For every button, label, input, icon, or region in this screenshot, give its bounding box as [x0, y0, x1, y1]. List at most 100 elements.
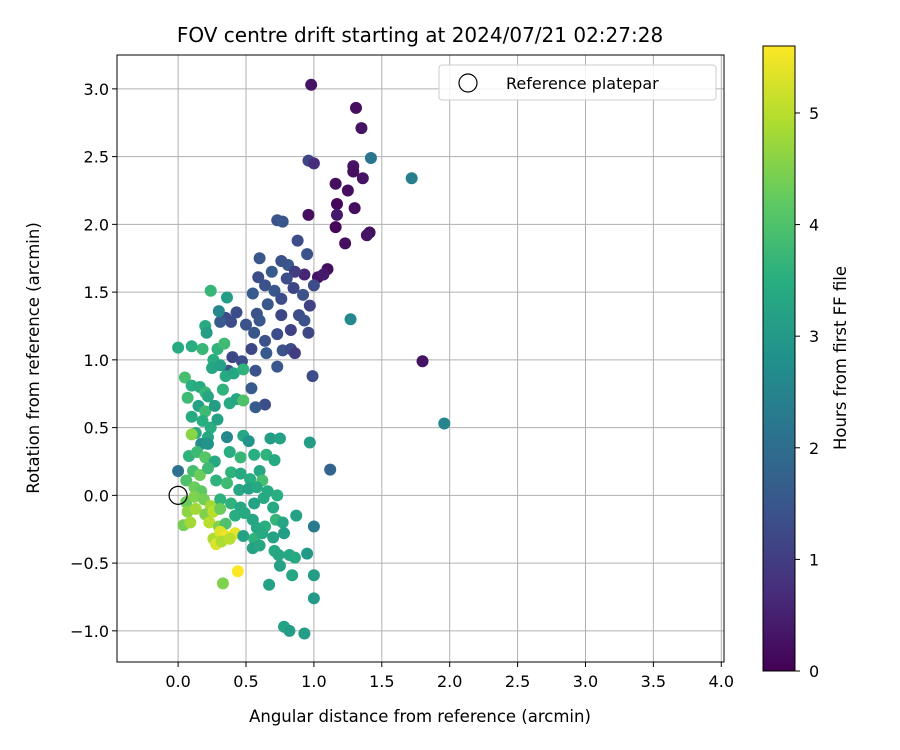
scatter-point — [223, 532, 236, 545]
scatter-point — [267, 501, 280, 514]
scatter-point — [267, 531, 280, 544]
scatter-point — [291, 234, 304, 247]
scatter-point — [252, 271, 265, 284]
scatter-point — [184, 516, 197, 529]
scatter-point — [259, 334, 272, 347]
scatter-point — [193, 469, 206, 482]
scatter-point — [261, 298, 274, 311]
colorbar-tick-label: 0 — [809, 662, 819, 681]
x-tick-label: 0.5 — [233, 672, 258, 691]
scatter-point — [275, 309, 288, 322]
scatter-point — [250, 481, 263, 494]
scatter-point — [218, 337, 231, 350]
scatter-point — [178, 371, 191, 384]
colorbar-label: Hours from first FF file — [831, 266, 850, 450]
scatter-point — [257, 492, 270, 505]
scatter-point — [349, 101, 362, 114]
scatter-point — [416, 355, 429, 368]
scatter-point — [253, 464, 266, 477]
scatter-point — [185, 340, 198, 353]
scatter-point — [275, 292, 288, 305]
scatter-point — [216, 577, 229, 590]
scatter-point — [237, 529, 250, 542]
scatter-point — [260, 347, 273, 360]
scatter-point — [307, 520, 320, 533]
scatter-point — [302, 208, 315, 221]
scatter-point — [347, 165, 360, 178]
scatter-point — [329, 177, 342, 190]
scatter-point — [360, 229, 373, 242]
x-tick-label: 1.0 — [301, 672, 326, 691]
scatter-point — [329, 221, 342, 234]
scatter-point — [172, 341, 185, 354]
scatter-point — [364, 151, 377, 164]
scatter-point — [275, 254, 288, 267]
scatter-point — [307, 157, 320, 170]
scatter-point — [355, 122, 368, 135]
legend: Reference platepar — [438, 64, 717, 101]
scatter-point — [301, 248, 314, 261]
colorbar-tick-label: 3 — [809, 327, 819, 346]
scatter-point — [229, 509, 242, 522]
scatter-point — [220, 431, 233, 444]
scatter-point — [287, 282, 300, 295]
scatter-point — [288, 265, 301, 278]
scatter-point — [201, 437, 214, 450]
scatter-point — [288, 347, 301, 360]
scatter-point — [237, 394, 250, 407]
scatter-point — [249, 401, 262, 414]
scatter-point — [238, 506, 251, 519]
scatter-point — [253, 252, 266, 265]
scatter-point — [263, 578, 276, 591]
y-tick-label: −1.0 — [70, 622, 109, 641]
scatter-point — [271, 328, 284, 341]
scatter-point — [220, 291, 233, 304]
scatter-point — [301, 547, 314, 560]
scatter-point — [248, 326, 261, 339]
scatter-point — [272, 548, 285, 561]
y-tick-label: 1.0 — [84, 351, 109, 370]
scatter-point — [298, 627, 311, 640]
scatter-point — [240, 318, 253, 331]
scatter-point — [227, 367, 240, 380]
scatter-point — [196, 414, 209, 427]
x-axis-ticks: 0.0 0.5 1.0 1.5 2.0 2.5 3.0 3.5 4.0 — [165, 662, 734, 691]
scatter-point — [330, 198, 343, 211]
chart-title: FOV centre drift starting at 2024/07/21 … — [177, 23, 663, 47]
scatter-point — [253, 314, 266, 327]
scatter-point — [233, 483, 246, 496]
colorbar-ticks: 0 1 2 3 4 5 — [795, 104, 819, 681]
scatter-point — [305, 78, 318, 91]
scatter-point — [249, 364, 262, 377]
scatter-point — [317, 268, 330, 281]
scatter-point — [234, 451, 247, 464]
colorbar-tick-label: 2 — [809, 439, 819, 458]
scatter-point — [276, 215, 289, 228]
scatter-point — [268, 284, 281, 297]
scatter-point — [204, 421, 217, 434]
scatter-point — [298, 268, 311, 281]
scatter-point — [286, 569, 299, 582]
y-tick-label: 0.0 — [84, 486, 109, 505]
plot-frame — [116, 54, 725, 663]
scatter-point — [339, 237, 352, 250]
scatter-point — [307, 279, 320, 292]
scatter-point — [200, 326, 213, 339]
scatter-point — [264, 432, 277, 445]
data-points — [172, 78, 451, 640]
y-tick-label: 2.5 — [84, 148, 109, 167]
scatter-point — [203, 516, 216, 529]
scatter-point — [180, 474, 193, 487]
scatter-point — [234, 467, 247, 480]
scatter-point — [214, 502, 227, 515]
scatter-point — [273, 432, 286, 445]
scatter-point — [330, 208, 343, 221]
scatter-point — [271, 360, 284, 373]
scatter-point — [211, 413, 224, 426]
x-tick-label: 0.0 — [165, 672, 190, 691]
legend-entry-reference: Reference platepar — [506, 74, 659, 93]
scatter-point — [271, 489, 284, 502]
scatter-point — [172, 464, 185, 477]
scatter-point — [302, 326, 315, 339]
